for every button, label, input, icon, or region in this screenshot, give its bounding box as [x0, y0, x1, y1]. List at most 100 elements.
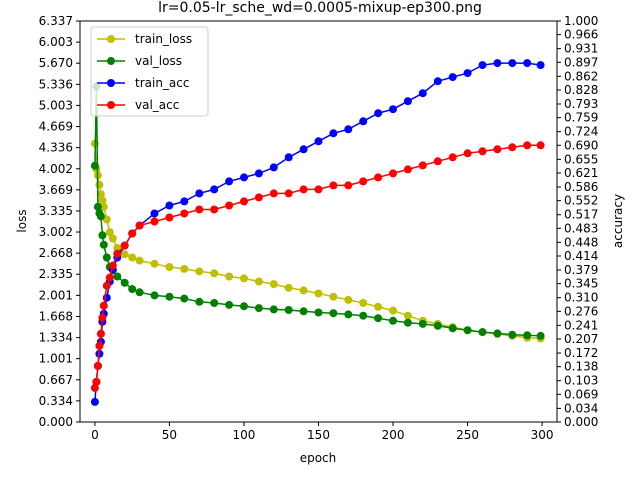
- val-loss-point: [180, 294, 189, 303]
- train-loss-point: [225, 272, 234, 281]
- val-acc-point: [92, 377, 101, 386]
- legend-marker-val-loss: [107, 57, 115, 65]
- val-acc-point: [180, 209, 189, 218]
- y-left-tick-label: 3.335: [39, 204, 73, 218]
- val-loss-point: [493, 329, 502, 338]
- val-loss-point: [102, 253, 111, 262]
- y-right-tick-label: 0.000: [564, 415, 598, 429]
- val-acc-point: [374, 173, 383, 182]
- train-loss-point: [180, 264, 189, 273]
- val-acc-point: [359, 177, 368, 186]
- y-right-tick-label: 0.345: [564, 277, 598, 291]
- y-left-tick-label: 1.001: [39, 352, 73, 366]
- train-acc-point: [269, 163, 278, 172]
- val-loss-point: [284, 306, 293, 314]
- y-left-tick-label: 4.002: [39, 162, 73, 176]
- val-loss-point: [269, 305, 278, 314]
- y-left-tick-label: 3.669: [39, 183, 73, 197]
- y-left-tick-label: 0.667: [39, 373, 73, 387]
- chart-title: lr=0.05-lr_sche_wd=0.0005-mixup-ep300.pn…: [158, 0, 482, 16]
- train-acc-point: [314, 137, 323, 146]
- train-loss-point: [344, 295, 353, 304]
- y-right-tick-label: 0.793: [564, 97, 598, 111]
- val-loss-line: [94, 86, 541, 337]
- y-right-tick-label: 0.448: [564, 235, 598, 249]
- y-right-tick-label: 0.379: [564, 263, 598, 277]
- legend-marker-train-acc: [107, 79, 115, 87]
- y-right-tick-label: 0.103: [564, 374, 598, 388]
- train-loss-point: [329, 292, 338, 301]
- train-loss-point: [113, 244, 122, 252]
- val-loss-point: [433, 321, 442, 330]
- val-acc-point: [314, 185, 323, 194]
- y-right-tick-label: 0.483: [564, 221, 598, 235]
- val-loss-point: [99, 240, 108, 249]
- val-acc-point: [120, 241, 129, 250]
- val-acc-point: [95, 341, 104, 350]
- val-loss-point: [120, 278, 129, 287]
- val-acc-point: [128, 229, 137, 238]
- y-left-tick-label: 0.334: [39, 394, 73, 408]
- x-axis: 0 50 100 150 200 250 300: [91, 422, 554, 442]
- train-loss-point: [284, 283, 293, 292]
- val-acc-point: [105, 273, 114, 282]
- y-right-tick-label: 0.034: [564, 401, 598, 415]
- y-left-tick-label: 1.668: [39, 309, 73, 323]
- y-right-tick-label: 0.552: [564, 194, 598, 208]
- val-loss-point: [314, 308, 323, 317]
- train-acc-point: [344, 125, 353, 134]
- val-acc-line: [94, 144, 541, 389]
- legend-frame: [90, 26, 209, 117]
- val-acc-point: [329, 181, 338, 190]
- train-loss-point: [102, 215, 111, 224]
- y-left-tick-label: 4.669: [39, 120, 73, 134]
- train-acc-point: [225, 177, 234, 186]
- val-acc-point: [165, 213, 174, 222]
- train-loss-point: [374, 302, 383, 311]
- val-acc-point: [254, 193, 263, 202]
- val-loss-point: [478, 328, 487, 337]
- y-left-tick-label: 2.001: [39, 288, 73, 302]
- val-acc-point: [135, 221, 144, 230]
- val-loss-point: [463, 326, 472, 335]
- x-tick-label: 250: [456, 428, 479, 442]
- train-acc-point: [493, 59, 502, 68]
- val-acc-point: [463, 149, 472, 158]
- train-loss-point: [150, 259, 159, 268]
- legend-marker-val-acc: [107, 101, 115, 109]
- train-loss-point: [165, 263, 174, 271]
- val-acc-point: [225, 201, 234, 210]
- val-loss-point: [254, 304, 263, 313]
- x-tick-label: 50: [162, 428, 177, 442]
- y-right-tick-label: 0.862: [564, 69, 598, 83]
- train-loss-point: [195, 267, 204, 276]
- val-acc-point: [418, 161, 427, 170]
- val-acc-point: [403, 165, 412, 174]
- train-loss-point: [254, 277, 263, 286]
- val-loss-point: [359, 311, 368, 320]
- y-right-tick-label: 0.621: [564, 166, 598, 180]
- val-acc-point: [99, 301, 108, 310]
- y-right-tick-label: 0.897: [564, 55, 598, 69]
- y-right-tick-label: 0.241: [564, 318, 598, 332]
- x-tick-label: 150: [307, 428, 330, 442]
- train-loss-point: [314, 289, 323, 298]
- val-loss-point: [210, 299, 219, 307]
- val-loss-point: [508, 330, 517, 339]
- val-loss-point: [96, 212, 105, 221]
- val-loss-point: [93, 202, 102, 211]
- train-acc-point: [284, 153, 293, 162]
- val-acc-point: [284, 189, 293, 198]
- train-loss-point: [210, 269, 219, 278]
- val-loss-point: [536, 331, 545, 340]
- legend-label-val-loss: val_loss: [135, 54, 182, 68]
- y-left-tick-label: 5.003: [39, 98, 73, 112]
- val-loss-point: [329, 309, 338, 318]
- y-right-tick-label: 0.207: [564, 332, 598, 346]
- y-right-tick-label: 0.414: [564, 249, 598, 263]
- val-loss-point: [135, 288, 144, 297]
- y-left-tick-label: 3.002: [39, 225, 73, 239]
- val-acc-point: [108, 261, 117, 270]
- val-acc-point: [240, 197, 248, 206]
